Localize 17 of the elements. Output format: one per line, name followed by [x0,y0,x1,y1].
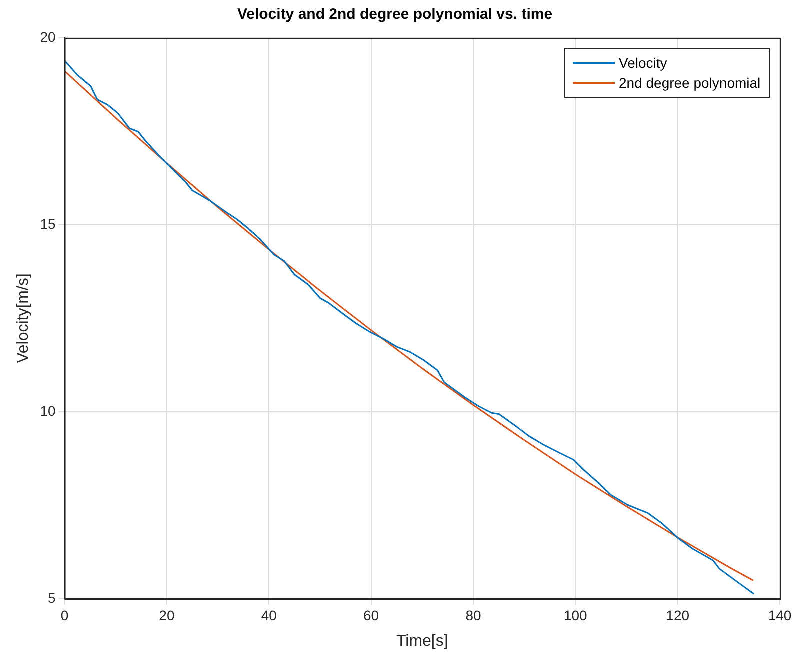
x-tick-label: 40 [261,607,278,624]
legend-label: Velocity [619,55,668,71]
y-axis-title: Velocity[m/s] [15,274,32,364]
y-tick-label: 5 [48,590,56,606]
x-tick-label: 120 [666,607,690,624]
x-tick-label: 100 [564,607,588,624]
chart-title: Velocity and 2nd degree polynomial vs. time [237,6,553,24]
y-tick-label: 10 [40,402,56,419]
x-tick-label: 80 [466,607,482,624]
x-tick-label: 140 [768,607,792,624]
legend-label: 2nd degree polynomial [619,75,761,91]
y-tick-label: 15 [40,216,56,232]
x-tick-label: 60 [364,607,380,624]
x-axis-title: Time[s] [396,632,448,650]
y-tick-label: 20 [40,28,56,45]
x-tick-label: 20 [159,607,175,624]
x-tick-label: 0 [60,607,69,624]
